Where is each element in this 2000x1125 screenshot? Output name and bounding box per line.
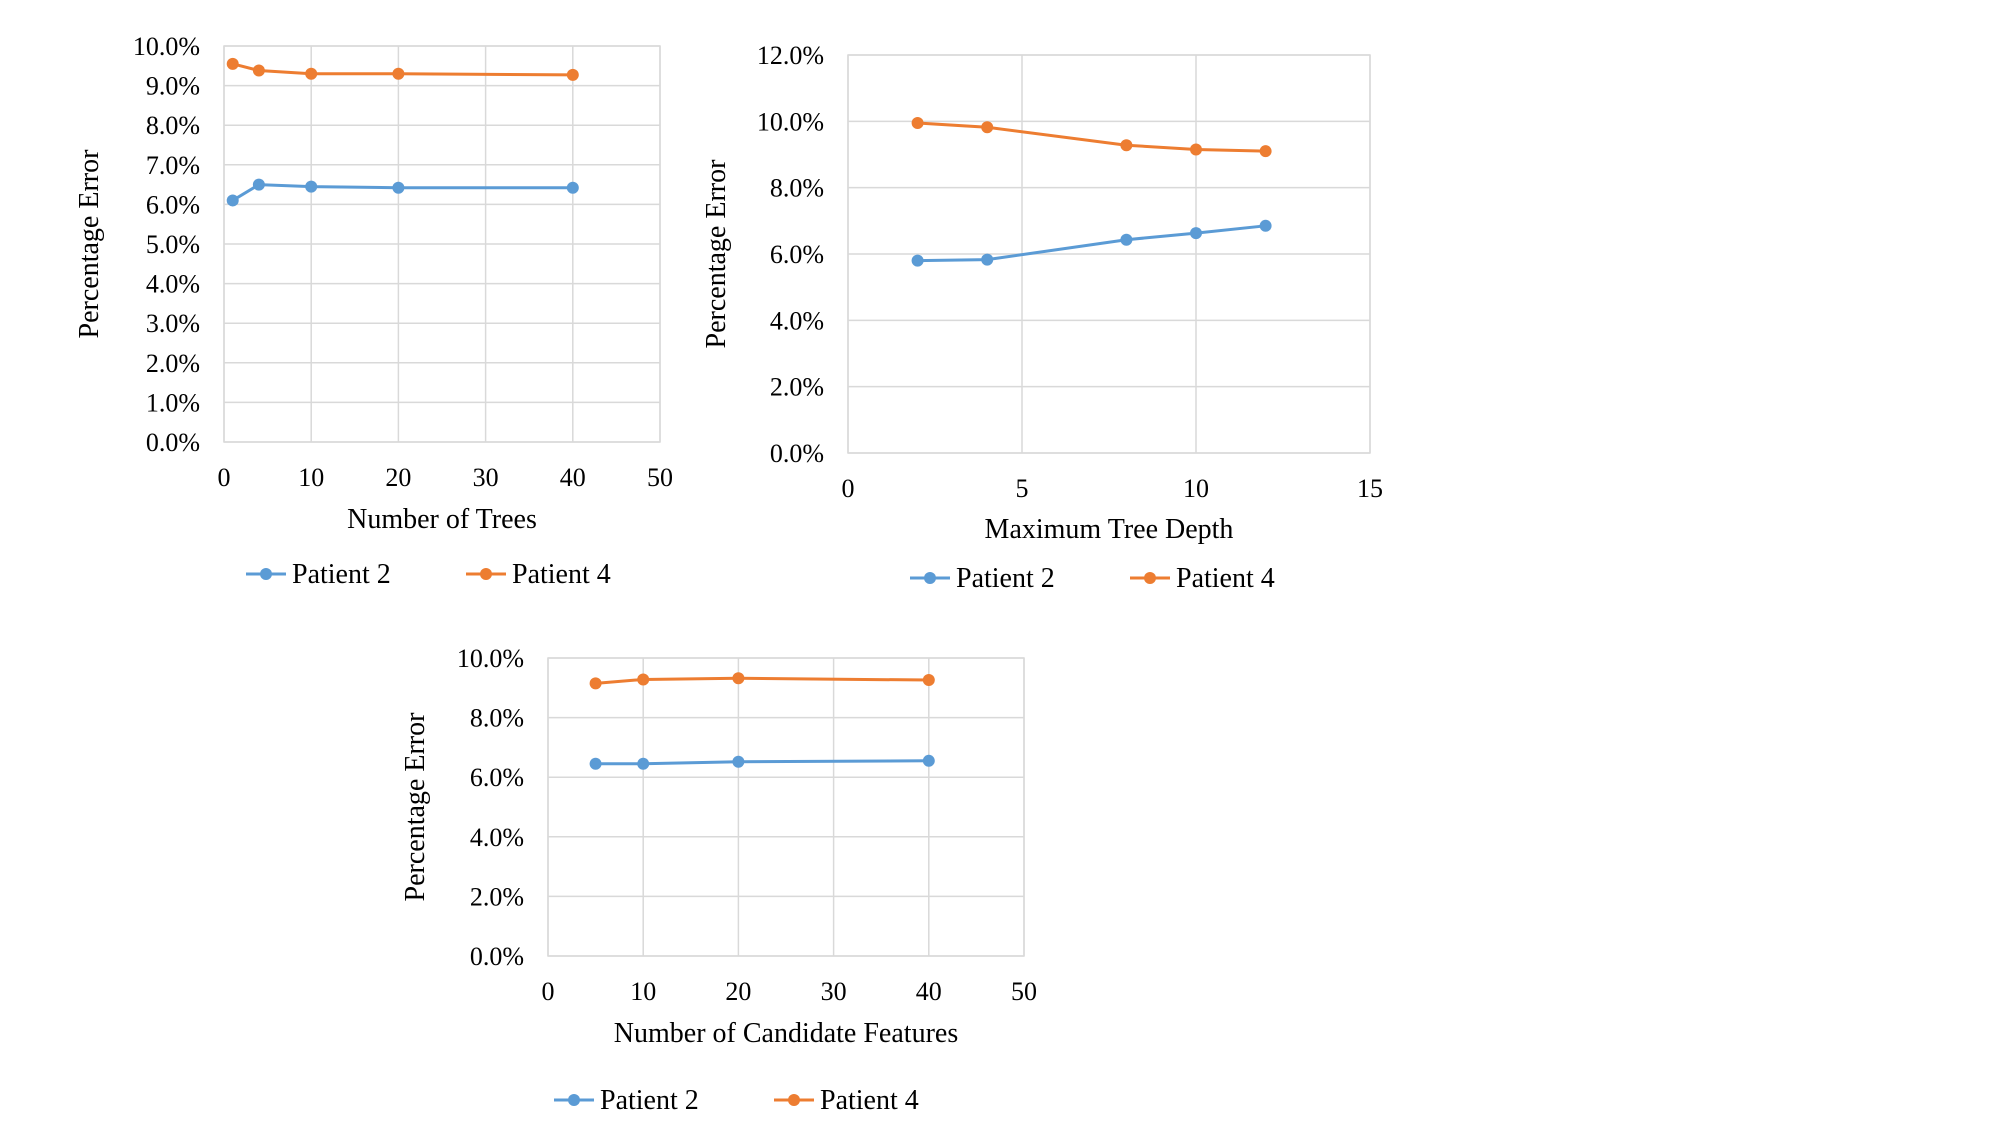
plot-frame [547, 657, 1025, 957]
x-tick-label: 0 [842, 474, 855, 503]
legend-marker-patient-4 [480, 568, 492, 580]
data-point-patient-2 [566, 181, 579, 194]
series-line-patient-2 [917, 224, 1266, 263]
x-tick-label: 50 [647, 463, 673, 492]
y-tick-label: 9.0% [146, 72, 200, 101]
y-tick-label: 4.0% [146, 270, 200, 299]
legend-marker-patient-4 [788, 1094, 800, 1106]
data-point-patient-4 [1120, 139, 1133, 152]
data-point-patient-2 [305, 180, 318, 193]
data-point-patient-2 [252, 178, 265, 191]
y-tick-label: 12.0% [757, 41, 824, 70]
legend-label-patient-4: Patient 4 [1176, 563, 1275, 594]
x-tick-label: 0 [542, 977, 555, 1006]
x-tick-label: 50 [1011, 977, 1037, 1006]
plot-frame [847, 54, 1371, 454]
y-tick-label: 4.0% [770, 306, 824, 335]
y-tick-label: 8.0% [146, 111, 200, 140]
data-point-patient-4 [566, 68, 579, 81]
x-axis-label: Number of Trees [347, 504, 537, 535]
data-point-patient-2 [911, 254, 924, 267]
legend-label-patient-2: Patient 2 [292, 559, 391, 590]
y-axis-label: Percentage Error [400, 712, 431, 902]
series-line-patient-2 [595, 759, 929, 766]
x-tick-label: 30 [821, 977, 847, 1006]
data-point-patient-2 [732, 755, 745, 768]
data-point-patient-2 [1190, 227, 1202, 240]
legend-label-patient-2: Patient 2 [956, 563, 1055, 594]
x-tick-label: 10 [1183, 474, 1209, 503]
data-point-patient-4 [252, 64, 265, 77]
chart-maximum-tree-depth: 0.0% 2.0% 4.0% 6.0% 8.0% 10.0% 12.0% 0 5 10 15 Maxi… [701, 41, 1383, 594]
y-tick-label: 0.0% [146, 428, 200, 457]
y-tick-label: 8.0% [470, 704, 524, 733]
legend-marker-patient-4 [1144, 572, 1156, 584]
data-point-patient-2 [392, 181, 405, 194]
x-tick-label: 15 [1357, 474, 1383, 503]
legend-marker-patient-2 [568, 1094, 580, 1106]
y-axis-label: Percentage Error [74, 149, 105, 339]
data-point-patient-4 [732, 672, 745, 685]
x-tick-label: 10 [298, 463, 324, 492]
y-tick-label: 6.0% [470, 763, 524, 792]
x-tick-label: 40 [560, 463, 586, 492]
data-point-patient-2 [589, 757, 602, 770]
data-point-patient-4 [981, 121, 994, 134]
y-tick-label: 2.0% [146, 349, 200, 378]
y-tick-label: 10.0% [757, 107, 824, 136]
x-tick-label: 20 [725, 977, 751, 1006]
chart-number-of-candidate-features: 0.0% 2.0% 4.0% 6.0% 8.0% 10.0% 0 10 20 30 40 50 Numb… [400, 644, 1037, 1116]
y-tick-label: 8.0% [770, 174, 824, 203]
data-point-patient-4 [305, 67, 318, 80]
data-point-patient-2 [922, 754, 935, 767]
plot-frame [223, 45, 661, 443]
data-point-patient-2 [981, 253, 994, 266]
x-axis-label: Number of Candidate Features [614, 1018, 958, 1049]
data-point-patient-4 [1259, 145, 1272, 158]
data-point-patient-4 [1190, 143, 1202, 156]
data-point-patient-4 [911, 116, 924, 129]
x-tick-label: 40 [916, 977, 942, 1006]
y-tick-label: 10.0% [133, 32, 200, 61]
legend-label-patient-4: Patient 4 [512, 559, 611, 590]
legend-label-patient-2: Patient 2 [600, 1085, 699, 1116]
series-line-patient-4 [917, 121, 1266, 153]
data-point-patient-2 [1120, 233, 1133, 246]
data-point-patient-4 [589, 677, 602, 690]
y-tick-label: 6.0% [770, 240, 824, 269]
y-tick-label: 5.0% [146, 230, 200, 259]
x-tick-label: 0 [218, 463, 231, 492]
y-tick-label: 10.0% [457, 644, 524, 673]
data-point-patient-2 [226, 194, 239, 207]
data-point-patient-4 [392, 67, 405, 80]
y-tick-label: 7.0% [146, 151, 200, 180]
y-tick-label: 0.0% [470, 942, 524, 971]
y-axis-label: Percentage Error [701, 159, 732, 349]
legend-label-patient-4: Patient 4 [820, 1085, 919, 1116]
y-tick-label: 6.0% [146, 190, 200, 219]
y-tick-label: 3.0% [146, 309, 200, 338]
chart-number-of-trees: 0.0% 1.0% 2.0% 3.0% 4.0% 5.0% 6.0% 7.0% 8.0% 9.0%… [74, 32, 673, 590]
data-point-patient-2 [1259, 219, 1272, 232]
data-point-patient-4 [922, 674, 935, 687]
x-tick-label: 5 [1016, 474, 1029, 503]
y-tick-label: 1.0% [146, 388, 200, 417]
x-tick-label: 20 [385, 463, 411, 492]
data-point-patient-2 [637, 757, 650, 770]
x-tick-label: 10 [630, 977, 656, 1006]
legend-marker-patient-2 [260, 568, 272, 580]
legend-marker-patient-2 [924, 572, 936, 584]
series-line-patient-4 [595, 676, 929, 685]
y-tick-label: 4.0% [470, 823, 524, 852]
x-axis-label: Maximum Tree Depth [985, 514, 1234, 545]
data-point-patient-4 [226, 57, 239, 70]
data-point-patient-4 [637, 673, 650, 686]
y-tick-label: 0.0% [770, 439, 824, 468]
y-tick-label: 2.0% [770, 373, 824, 402]
x-tick-label: 30 [473, 463, 499, 492]
y-tick-label: 2.0% [470, 882, 524, 911]
